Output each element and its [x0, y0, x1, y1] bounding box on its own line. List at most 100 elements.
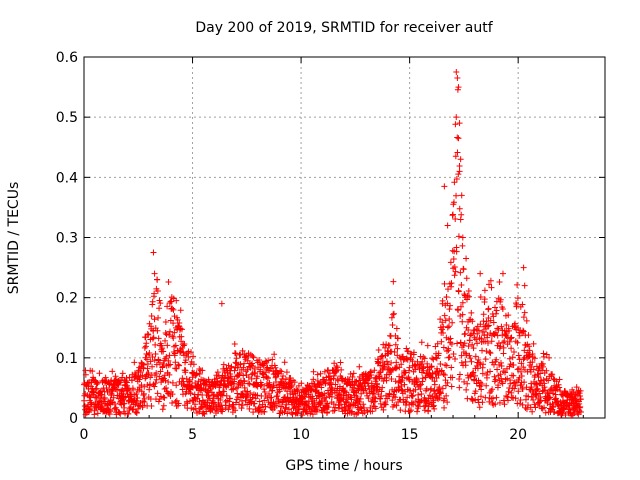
data-point [514, 295, 521, 302]
data-point [475, 356, 482, 363]
data-point [408, 407, 415, 414]
data-point [396, 364, 403, 371]
data-point [250, 354, 257, 361]
data-point [456, 120, 463, 127]
data-point [537, 370, 544, 377]
data-point [500, 350, 507, 357]
data-point [483, 382, 490, 389]
data-point [148, 403, 155, 410]
gridlines [84, 57, 605, 418]
data-point [275, 397, 282, 404]
data-point [237, 351, 244, 358]
data-point [257, 366, 264, 373]
data-point [149, 298, 156, 305]
data-point [264, 374, 271, 381]
data-point [451, 272, 458, 279]
data-point [187, 390, 194, 397]
data-point [456, 163, 463, 170]
data-point [101, 394, 108, 401]
data-point [131, 359, 138, 366]
data-point [262, 369, 269, 376]
data-point [269, 387, 276, 394]
data-point [252, 406, 259, 413]
y-axis-label: SRMTID / TECUs [6, 182, 22, 295]
data-point [529, 359, 536, 366]
data-point [500, 344, 507, 351]
data-point [451, 263, 458, 270]
data-point [237, 394, 244, 401]
data-point [279, 375, 286, 382]
data-point [190, 353, 197, 360]
data-point [249, 394, 256, 401]
data-point [111, 382, 118, 389]
data-point [535, 374, 542, 381]
data-point [311, 399, 318, 406]
data-point [356, 363, 363, 370]
data-point [188, 349, 195, 356]
data-point [444, 286, 451, 293]
data-point [283, 369, 290, 376]
data-point [153, 370, 160, 377]
data-point [519, 301, 526, 308]
data-point [505, 397, 512, 404]
data-point [498, 323, 505, 330]
data-point [162, 377, 169, 384]
data-point [441, 312, 448, 319]
data-point [499, 380, 506, 387]
data-point [154, 276, 161, 283]
data-point [539, 388, 546, 395]
data-point [444, 324, 451, 331]
data-point [452, 153, 459, 160]
data-point [439, 297, 446, 304]
data-point [314, 406, 321, 413]
data-point [456, 168, 463, 175]
data-point [153, 361, 160, 368]
data-point [178, 333, 185, 340]
data-point [348, 396, 355, 403]
data-point [520, 264, 527, 271]
data-point [227, 395, 234, 402]
data-point [456, 205, 463, 212]
data-point [282, 404, 289, 411]
data-point [397, 407, 404, 414]
data-point [465, 288, 472, 295]
data-point [172, 365, 179, 372]
data-point [513, 301, 520, 308]
data-point [148, 312, 155, 319]
data-point [514, 366, 521, 373]
data-point [176, 362, 183, 369]
data-point [417, 385, 424, 392]
data-point [534, 386, 541, 393]
data-point [106, 387, 113, 394]
data-point [485, 305, 492, 312]
data-point [181, 340, 188, 347]
data-point [129, 377, 136, 384]
data-point [489, 395, 496, 402]
data-point [166, 328, 173, 335]
data-point [477, 321, 484, 328]
data-point [516, 400, 523, 407]
data-point [203, 381, 210, 388]
data-point [464, 292, 471, 299]
data-point [526, 352, 533, 359]
data-point [520, 356, 527, 363]
data-point [221, 388, 228, 395]
data-point [151, 316, 158, 323]
data-point [331, 407, 338, 414]
data-point [180, 349, 187, 356]
data-point [380, 406, 387, 413]
data-point [317, 370, 324, 377]
data-point [175, 400, 182, 407]
data-point [440, 344, 447, 351]
data-point [490, 319, 497, 326]
data-point [339, 375, 346, 382]
data-point [144, 331, 151, 338]
data-point [170, 349, 177, 356]
data-point [458, 192, 465, 199]
data-point [218, 300, 225, 307]
data-point [133, 391, 140, 398]
data-point [272, 364, 279, 371]
data-point [439, 385, 446, 392]
data-point [512, 382, 519, 389]
data-point [441, 183, 448, 190]
